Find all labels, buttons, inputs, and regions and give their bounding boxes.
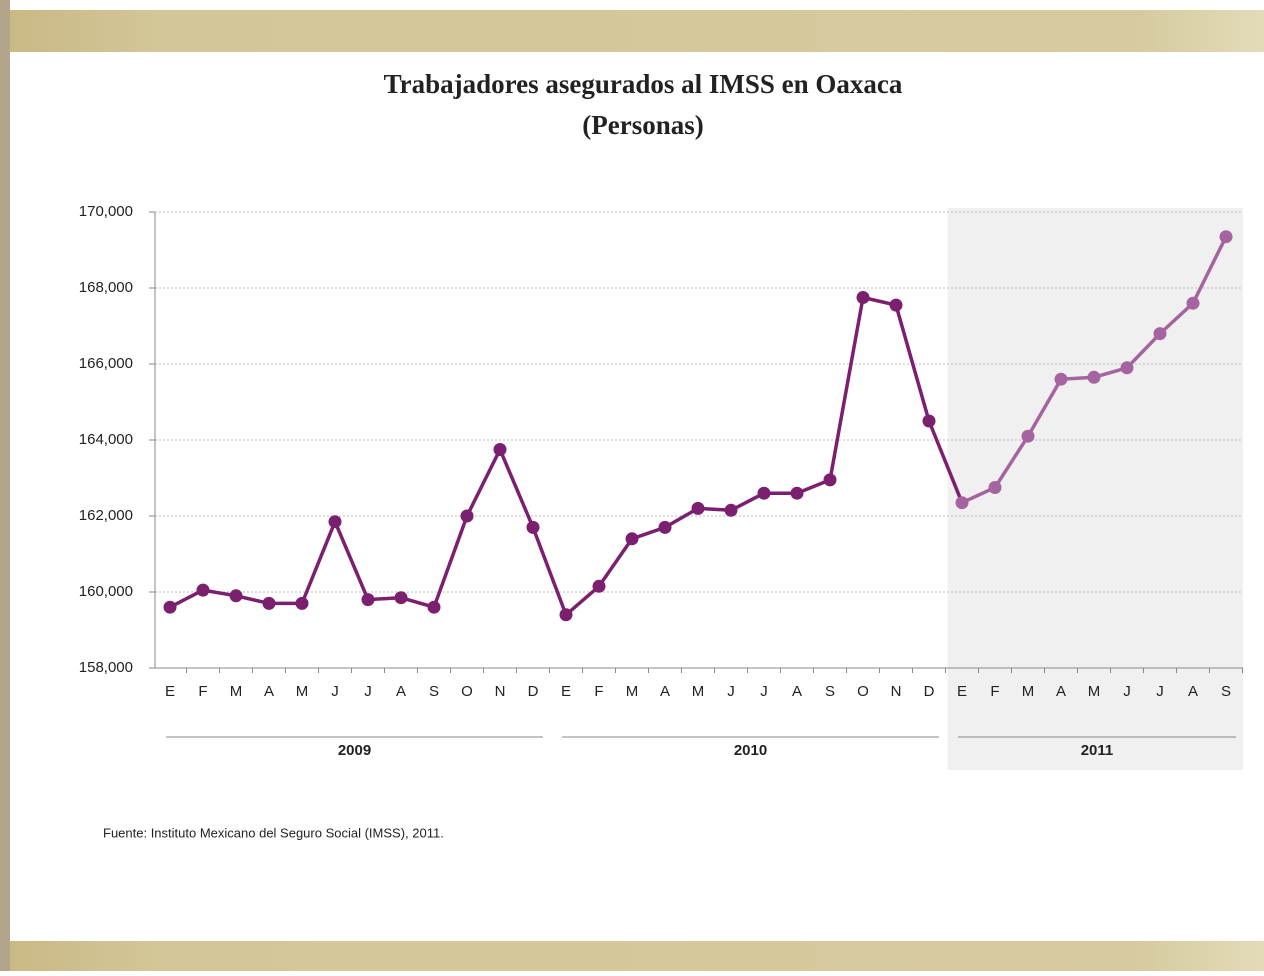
point	[493, 443, 507, 456]
point	[163, 600, 177, 614]
x-tick-label: A	[264, 683, 274, 700]
point	[724, 503, 738, 517]
point	[460, 509, 474, 523]
point	[823, 473, 837, 487]
point	[196, 583, 210, 597]
point	[592, 579, 606, 593]
x-tick-label: A	[1056, 683, 1066, 700]
x-tick-label: F	[990, 683, 999, 700]
year-label: 2009	[338, 742, 371, 759]
x-tick-label: J	[331, 683, 339, 700]
x-tick-label: J	[760, 683, 768, 700]
point	[790, 486, 804, 500]
point	[1219, 230, 1233, 244]
x-tick-label: E	[561, 683, 571, 700]
point	[691, 501, 705, 515]
x-tick-label: J	[727, 683, 735, 700]
point	[394, 591, 408, 605]
x-tick-label: O	[857, 683, 869, 700]
connector	[531, 526, 568, 616]
x-tick-label: E	[957, 683, 967, 700]
point	[1153, 327, 1167, 341]
point	[955, 496, 969, 510]
point	[988, 481, 1002, 494]
x-tick-label: M	[626, 683, 639, 700]
y-tick-label: 166,000	[79, 355, 133, 372]
x-tick-label: M	[692, 683, 705, 700]
chart-title: Trabajadores asegurados al IMSS en Oaxac…	[384, 69, 903, 99]
x-tick-label: S	[429, 683, 439, 700]
x-tick-label: M	[1088, 683, 1101, 700]
y-tick-label: 164,000	[79, 431, 133, 448]
y-tick-label: 158,000	[79, 659, 133, 676]
y-tick-label: 170,000	[79, 203, 133, 220]
x-tick-label: N	[495, 683, 506, 700]
point	[559, 608, 573, 622]
left-border	[0, 0, 10, 971]
x-tick-label: J	[1156, 683, 1164, 700]
point	[295, 596, 309, 610]
point	[526, 520, 540, 534]
point	[262, 596, 276, 610]
point	[889, 298, 903, 312]
source: Fuente: Instituto Mexicano del Seguro So…	[103, 825, 444, 840]
y-tick-label: 168,000	[79, 279, 133, 296]
x-tick-label: S	[825, 683, 835, 700]
x-tick-label: F	[594, 683, 603, 700]
x-tick-label: A	[1188, 683, 1198, 700]
point	[328, 515, 342, 529]
x-tick-label: D	[528, 683, 539, 700]
point	[1021, 429, 1035, 443]
point	[427, 600, 441, 614]
y-tick-label: 160,000	[79, 583, 133, 600]
x-tick-label: N	[891, 683, 902, 700]
x-tick-label: M	[296, 683, 309, 700]
year-label: 2010	[734, 742, 767, 759]
x-tick-label: A	[792, 683, 802, 700]
point	[658, 520, 672, 534]
y-tick-label: 162,000	[79, 507, 133, 524]
connector	[927, 420, 964, 504]
point	[625, 532, 639, 546]
point	[1054, 372, 1068, 386]
x-tick-label: J	[364, 683, 372, 700]
x-tick-label: D	[924, 683, 935, 700]
bottom-band	[10, 941, 1264, 971]
point	[229, 589, 243, 603]
point	[922, 414, 936, 428]
year-label: 2011	[1081, 742, 1114, 759]
point	[361, 593, 375, 607]
point	[1186, 296, 1200, 310]
x-tick-label: A	[396, 683, 406, 700]
point	[1120, 361, 1134, 375]
point	[757, 486, 771, 500]
x-tick-label: O	[461, 683, 473, 700]
chart-subtitle: (Personas)	[582, 110, 703, 140]
point	[856, 291, 870, 304]
x-tick-label: F	[198, 683, 207, 700]
x-tick-label: M	[230, 683, 243, 700]
x-tick-label: E	[165, 683, 175, 700]
x-tick-label: A	[660, 683, 670, 700]
point	[1087, 370, 1101, 384]
x-tick-label: S	[1221, 683, 1231, 700]
x-tick-label: J	[1123, 683, 1131, 700]
top-band	[10, 10, 1264, 52]
x-tick-label: M	[1022, 683, 1035, 700]
